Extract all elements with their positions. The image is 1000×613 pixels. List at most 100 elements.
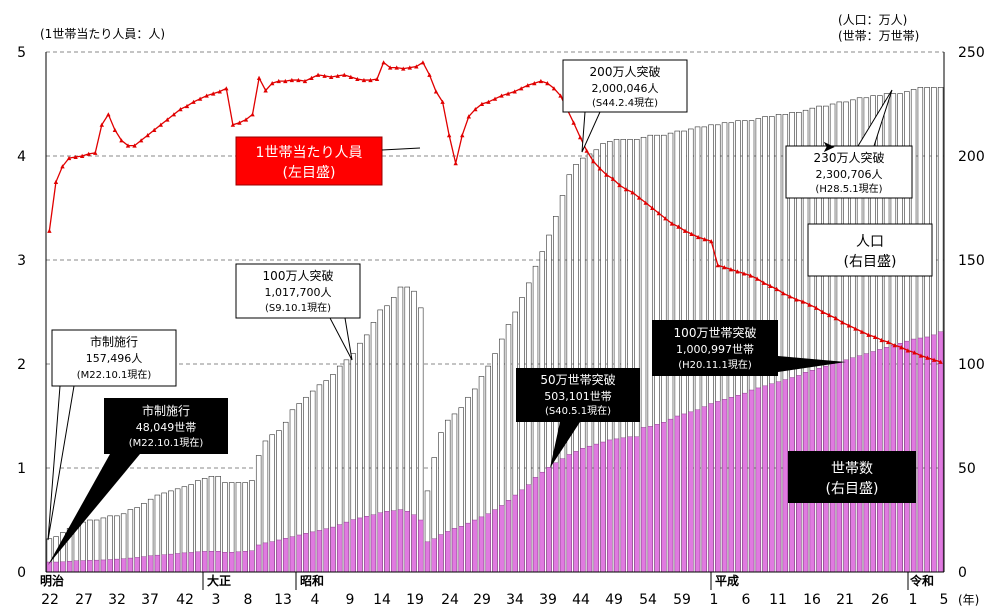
persons-marker: [224, 86, 229, 91]
era-label-showa: 昭和: [300, 573, 324, 588]
persons-marker: [401, 66, 406, 71]
pop230-text3: (H28.5.1現在): [815, 183, 882, 195]
hh100-text2: 1,000,997世帯: [676, 343, 754, 356]
left-tick-label: 0: [17, 565, 26, 581]
x-tick-label: 54: [639, 592, 657, 608]
persons-line-group: [47, 60, 943, 364]
persons-marker: [420, 60, 426, 65]
persons-marker: [925, 355, 930, 360]
era-label-reiwa: 令和: [909, 573, 934, 588]
persons-marker: [237, 120, 242, 125]
persons-marker: [702, 237, 707, 242]
households-bar: [539, 471, 545, 573]
city-hh-text3: (M22.10.1現在): [129, 437, 204, 449]
households-bar: [60, 561, 66, 573]
persons-marker: [302, 78, 308, 84]
persons-marker: [918, 353, 924, 358]
persons-marker: [735, 269, 740, 274]
x-tick-label: 16: [803, 592, 821, 608]
x-tick-label: 32: [108, 592, 126, 608]
persons-marker: [53, 179, 59, 184]
persons-marker: [374, 76, 380, 82]
persons-marker: [604, 172, 609, 177]
persons-marker: [525, 83, 530, 88]
persons-marker: [728, 267, 734, 272]
left-unit-label: (1世帯当たり人員：人): [40, 27, 165, 41]
persons-marker: [178, 107, 183, 112]
households-bar: [445, 531, 451, 573]
persons-marker: [414, 64, 419, 69]
persons-marker: [269, 81, 275, 86]
persons-marker: [315, 72, 321, 77]
persons-marker: [748, 273, 753, 278]
households-bar: [640, 427, 647, 573]
persons-marker: [368, 77, 373, 83]
persons-marker: [191, 99, 196, 104]
city-pop-text3: (M22.10.1現在): [77, 369, 152, 381]
persons-marker: [636, 195, 642, 200]
households-bar: [94, 559, 100, 573]
households-bar: [303, 533, 309, 573]
households-label-line2: (右目盛): [826, 481, 879, 497]
households-bar: [229, 552, 235, 573]
persons-marker: [93, 150, 98, 155]
households-bar: [715, 401, 721, 573]
pop230-callout-box: [785, 145, 913, 199]
households-bar: [67, 560, 73, 573]
households-bar: [208, 551, 215, 573]
households-bar: [107, 559, 113, 573]
population-label-box: [807, 223, 933, 277]
persons-marker: [47, 228, 52, 233]
persons-marker: [119, 138, 124, 143]
city-hh-text2: 48,049世帯: [136, 421, 197, 434]
households-bar: [492, 509, 498, 573]
persons-marker: [328, 74, 334, 79]
households-bar: [647, 426, 653, 573]
households-bar: [391, 510, 397, 573]
persons-label-line2: (左目盛): [283, 165, 336, 181]
households-bar: [688, 411, 694, 573]
persons-marker: [741, 271, 747, 276]
right-tick-label: 250: [958, 45, 985, 61]
households-bar: [431, 538, 437, 573]
persons-marker: [283, 78, 288, 84]
persons-marker: [584, 148, 589, 153]
persons-marker: [66, 155, 72, 161]
households-bar: [694, 409, 701, 573]
x-tick-label: 34: [506, 592, 524, 608]
households-bar: [283, 538, 289, 573]
households-bar: [161, 554, 167, 573]
x-axis-unit: (年): [958, 593, 979, 607]
x-tick-label: 14: [373, 592, 391, 608]
persons-marker: [433, 89, 439, 94]
pop230-text1: 230万人突破: [814, 150, 885, 165]
households-bar: [580, 448, 586, 573]
pop230-text2: 2,300,706人: [816, 168, 883, 181]
right-unit-label-1: (人口：万人): [838, 13, 907, 27]
households-bar: [181, 552, 188, 573]
households-bar: [188, 552, 194, 573]
right-tick-label: 200: [958, 149, 985, 165]
hh100-callout-pointer: [778, 356, 846, 372]
households-bar: [276, 539, 282, 573]
households-bar: [377, 512, 383, 573]
persons-marker: [689, 231, 694, 236]
households-bar: [512, 494, 518, 573]
persons-marker: [754, 276, 760, 281]
x-tick-label: 9: [346, 592, 355, 608]
x-tick-label: 13: [274, 592, 292, 608]
persons-marker: [879, 337, 884, 343]
left-tick-label: 3: [17, 253, 26, 269]
households-bar: [600, 441, 606, 573]
pop100-text2: 1,017,700人: [265, 286, 332, 299]
households-bar: [593, 443, 599, 573]
households-bar: [343, 521, 350, 573]
x-tick-label: 11: [769, 592, 787, 608]
households-bar: [46, 561, 53, 573]
persons-marker: [827, 312, 832, 318]
persons-marker: [309, 75, 314, 80]
households-bar: [451, 528, 458, 573]
persons-marker: [276, 78, 281, 84]
x-tick-label: 59: [673, 592, 691, 608]
households-bar: [80, 560, 86, 573]
